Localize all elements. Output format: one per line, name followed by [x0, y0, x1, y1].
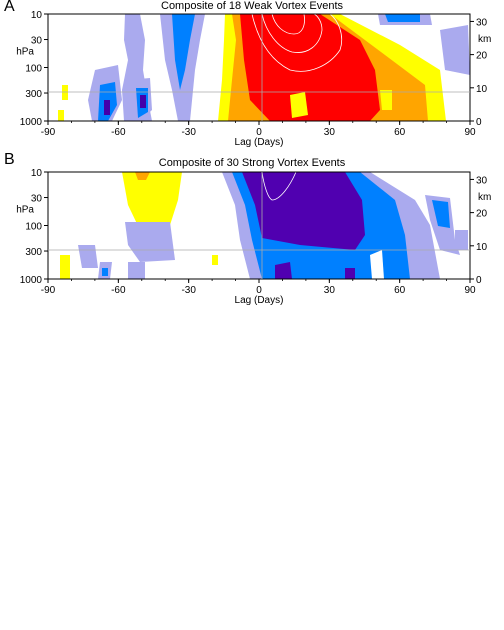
panel-a-neg-region-12	[440, 25, 470, 75]
panel-b-neg-weak-4	[128, 262, 145, 279]
panel-b-rtick-label: 20	[476, 209, 488, 220]
panel-a-ytick-label: 100	[25, 64, 42, 75]
panel-b-pos-orange	[135, 172, 150, 180]
panel-b-ytick-label: 300	[25, 247, 42, 258]
panel-a-rlabel: km	[478, 34, 491, 45]
panel-a-contour-2	[261, 14, 323, 53]
panel-b-xtick-label: 0	[256, 285, 262, 296]
panel-a-neg-region-6	[104, 100, 110, 115]
panel-a-pos-yellow-blob-4	[58, 110, 64, 121]
panel-b-title: Composite of 30 Strong Vortex Events	[158, 157, 346, 169]
panel-b-rtick-label: 0	[476, 275, 482, 286]
panel-b-pos-yellow-3	[212, 255, 218, 265]
panel-a-rtick-label: 0	[476, 117, 482, 128]
panel-b-label: B	[4, 151, 15, 168]
panel-b-neg-weak-3	[125, 222, 175, 262]
panel-b-xlabel: Lag (Days)	[235, 295, 284, 306]
panel-a-pos-yellow-blob-2	[380, 90, 392, 110]
panel-a-xtick-label: -30	[181, 127, 196, 138]
panel-a-rtick-label: 20	[476, 51, 488, 62]
panel-b-neg-strong-3	[345, 268, 355, 279]
panel-a-title: Composite of 18 Weak Vortex Events	[161, 0, 343, 12]
panel-a-contour-1	[251, 14, 343, 72]
panel-b-ytick-label: 100	[25, 222, 42, 233]
panel-b-xtick-label: -60	[111, 285, 126, 296]
panel-a-plot-area	[48, 14, 470, 121]
panel-a-ytick-label: 1000	[20, 117, 43, 128]
panel-b-neg-weak-1	[78, 245, 98, 268]
panel-b-xtick-label: 90	[464, 285, 476, 296]
panel-a-xtick-label: 60	[394, 127, 406, 138]
panel-a-neg-region-3	[172, 14, 195, 90]
panel-a-xtick-label: -60	[111, 127, 126, 138]
panel-a-rtick-label: 10	[476, 84, 488, 95]
panel-a-xlabel: Lag (Days)	[235, 137, 284, 148]
panel-a-xtick-label: 30	[324, 127, 336, 138]
panel-b-neg-weak-6	[455, 230, 468, 250]
panel-b-ylabel: hPa	[16, 204, 34, 215]
panel-b-neg-strong	[242, 172, 365, 250]
panel-a-ylabel: hPa	[16, 46, 34, 57]
panel-b-ytick-label: 30	[31, 194, 43, 205]
panel-b-rtick-label: 10	[476, 242, 488, 253]
panel-b-xtick-label: -90	[41, 285, 56, 296]
panel-b-rlabel: km	[478, 192, 491, 203]
panel-a-ytick-label: 10	[31, 10, 43, 21]
panel-a-label: A	[4, 0, 15, 15]
panel-b-pos-yellow	[122, 172, 182, 230]
panel-b-xtick-label: 30	[324, 285, 336, 296]
panel-b-neg-mid-1	[102, 268, 108, 276]
panel-a-neg-region-11	[385, 14, 420, 22]
panel-b-white-gap	[370, 250, 384, 279]
panel-a-xtick-label: -90	[41, 127, 56, 138]
panel-b-xtick-label: -30	[181, 285, 196, 296]
panel-b-ytick-label: 1000	[20, 275, 43, 286]
panel-b-pos-yellow-2	[60, 255, 70, 279]
panel-a-xtick-label: 90	[464, 127, 476, 138]
panel-a-rtick-label: 30	[476, 17, 488, 28]
panel-b-neg-strong-2	[275, 262, 292, 279]
panel-a-pos-yellow-blob-1	[290, 92, 308, 118]
panel-a-ytick-label: 30	[31, 36, 43, 47]
panel-b-xtick-label: 60	[394, 285, 406, 296]
panel-a-pos-orange-blob	[235, 92, 246, 114]
panel-a-xtick-label: 0	[256, 127, 262, 138]
panel-a-neg-region-9	[140, 95, 146, 108]
panel-b-plot-area	[48, 172, 470, 279]
panel-a-contour-3	[271, 14, 305, 35]
panel-a-pos-yellow-blob-3	[62, 85, 68, 100]
panel-b-neg-mid-2	[432, 200, 450, 228]
panel-b-contour-1	[261, 172, 297, 201]
panel-b-rtick-label: 30	[476, 175, 488, 186]
panel-a-ytick-label: 300	[25, 89, 42, 100]
panel-b-ytick-label: 10	[31, 168, 43, 179]
